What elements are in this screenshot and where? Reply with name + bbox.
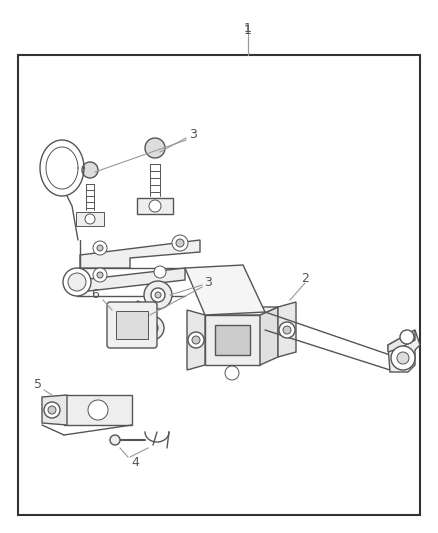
Text: 1: 1 (244, 23, 252, 36)
Circle shape (400, 330, 414, 344)
Circle shape (97, 245, 103, 251)
Circle shape (88, 400, 108, 420)
Circle shape (145, 138, 165, 158)
Circle shape (397, 352, 409, 364)
Circle shape (283, 326, 291, 334)
Bar (205, 315, 260, 365)
Circle shape (172, 235, 188, 251)
Circle shape (146, 322, 158, 334)
Polygon shape (80, 240, 200, 268)
Polygon shape (260, 307, 278, 365)
Text: 6: 6 (91, 288, 99, 302)
Polygon shape (205, 307, 278, 315)
Circle shape (149, 200, 161, 212)
Bar (116, 311, 148, 339)
Circle shape (68, 273, 86, 291)
Polygon shape (388, 330, 415, 352)
Circle shape (82, 162, 98, 178)
Polygon shape (126, 301, 150, 329)
Circle shape (144, 281, 172, 309)
Circle shape (192, 336, 200, 344)
Circle shape (97, 272, 103, 278)
Circle shape (93, 268, 107, 282)
Circle shape (44, 402, 60, 418)
Polygon shape (278, 302, 296, 357)
Circle shape (48, 406, 56, 414)
Circle shape (140, 316, 164, 340)
Circle shape (225, 366, 239, 380)
Circle shape (93, 241, 107, 255)
Polygon shape (187, 310, 205, 370)
Text: 1: 1 (244, 21, 252, 35)
Polygon shape (185, 265, 265, 315)
Circle shape (176, 239, 184, 247)
Bar (18, 55, 420, 515)
Circle shape (391, 346, 415, 370)
FancyBboxPatch shape (107, 302, 157, 348)
Polygon shape (80, 268, 185, 292)
Text: 3: 3 (204, 276, 212, 288)
Circle shape (133, 310, 143, 320)
Bar (215, 325, 250, 355)
Polygon shape (388, 330, 420, 372)
Text: 2: 2 (301, 271, 309, 285)
Bar (64, 395, 132, 425)
Text: 4: 4 (131, 456, 139, 469)
Text: 5: 5 (34, 378, 42, 392)
Text: 3: 3 (189, 128, 197, 141)
Polygon shape (42, 395, 67, 425)
Circle shape (155, 292, 161, 298)
Circle shape (110, 435, 120, 445)
Circle shape (151, 288, 165, 302)
Circle shape (188, 332, 204, 348)
Circle shape (63, 268, 91, 296)
Bar (137, 198, 173, 214)
Circle shape (279, 322, 295, 338)
Circle shape (85, 214, 95, 224)
Circle shape (154, 266, 166, 278)
Bar (76, 212, 104, 226)
